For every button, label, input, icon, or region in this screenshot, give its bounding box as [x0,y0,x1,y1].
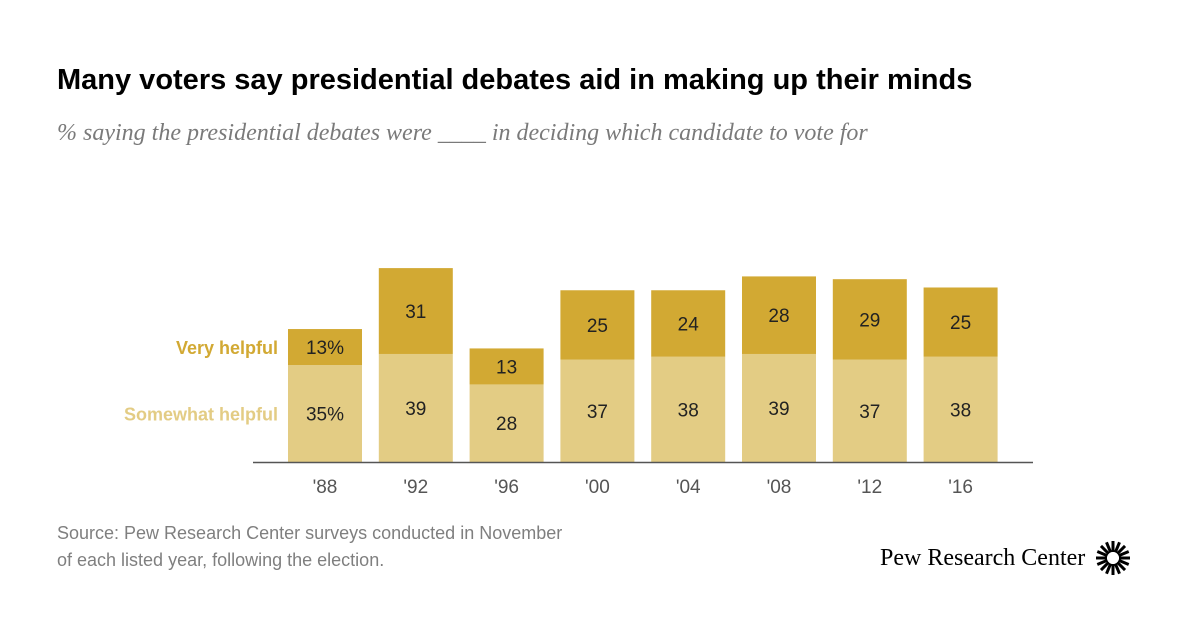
logo-ray [1118,558,1130,566]
bar-somewhat-helpful [923,356,998,462]
logo-ray [1100,544,1111,555]
x-tick-label: '08 [767,477,792,498]
bar-very-helpful [923,287,998,357]
logo-ray [1096,558,1109,566]
data-label-very-helpful: 31 [405,302,426,323]
data-label-very-helpful: 24 [678,315,700,336]
chart-subtitle: % saying the presidential debates were _… [57,120,868,146]
data-label-very-helpful: 25 [950,313,971,334]
data-label-somewhat-helpful: 37 [859,402,880,423]
data-label-somewhat-helpful: 39 [768,399,789,420]
logo-text: Pew Research Center [880,544,1086,571]
logo-ray [1100,561,1111,572]
legend-very-helpful: Very helpful [176,338,278,358]
logo-ray [1114,562,1122,575]
bar-somewhat-helpful [560,359,635,462]
bar-very-helpful [742,276,816,354]
x-tick-label: '16 [948,477,973,498]
bar-very-helpful [378,268,453,354]
bar-somewhat-helpful [378,353,453,462]
chart-title: Many voters say presidential debates aid… [57,64,973,96]
bar-somewhat-helpful [469,384,544,462]
logo-ray [1105,562,1113,575]
x-tick-label: '88 [313,477,338,498]
data-label-somewhat-helpful: 35% [306,405,344,426]
data-label-somewhat-helpful: 37 [587,402,608,423]
x-tick-label: '00 [585,477,610,498]
data-label-somewhat-helpful: 38 [678,400,699,421]
x-tick-label: '04 [676,477,701,498]
data-label-very-helpful: 25 [587,316,608,337]
sunburst-logo-icon [1096,541,1131,575]
logo-ray [1118,550,1130,558]
bar-very-helpful [651,290,726,357]
source-line-1: Source: Pew Research Center surveys cond… [57,523,563,543]
source-line-2: of each listed year, following the elect… [57,550,385,570]
data-label-very-helpful: 29 [859,310,880,331]
pew-logo: Pew Research Center [880,540,1131,576]
data-label-somewhat-helpful: 38 [950,400,971,421]
x-tick-label: '12 [857,477,882,498]
data-label-very-helpful: 13 [496,357,517,378]
bar-somewhat-helpful [832,359,907,462]
data-label-somewhat-helpful: 28 [496,414,517,435]
bar-somewhat-helpful [742,353,816,462]
source-note: Source: Pew Research Center surveys cond… [57,520,562,574]
x-tick-label: '92 [403,477,428,498]
legend-somewhat-helpful: Somewhat helpful [124,405,278,425]
bar-very-helpful [832,279,907,360]
data-label-very-helpful: 13% [306,338,344,359]
data-label-very-helpful: 28 [768,306,789,327]
bar-very-helpful [560,290,635,360]
logo-ray [1116,544,1127,555]
bar-somewhat-helpful [288,365,362,462]
logo-ray [1105,541,1113,554]
bar-very-helpful [288,329,362,366]
logo-ray [1096,550,1109,558]
logo-ray [1116,561,1127,572]
bar-very-helpful [469,348,544,385]
bar-somewhat-helpful [651,356,726,462]
data-label-somewhat-helpful: 39 [405,399,426,420]
logo-ray [1114,541,1122,554]
x-tick-label: '96 [494,477,519,498]
